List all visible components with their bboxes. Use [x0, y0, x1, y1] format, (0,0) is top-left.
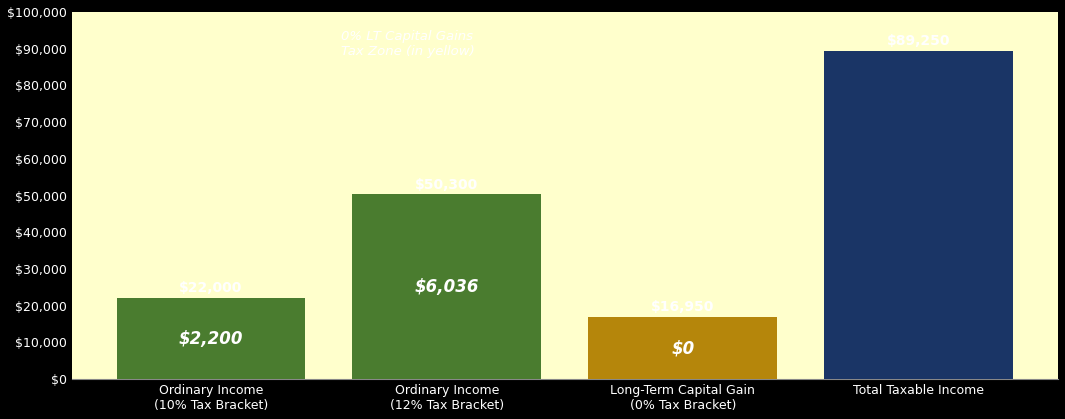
Text: $89,250: $89,250: [887, 34, 951, 49]
Bar: [353, 194, 541, 379]
Text: $50,300: $50,300: [415, 178, 478, 191]
Text: $22,000: $22,000: [179, 282, 243, 295]
Text: $2,200: $2,200: [179, 330, 243, 348]
Bar: [824, 52, 1013, 379]
Text: $6,036: $6,036: [414, 278, 479, 296]
Text: $0: $0: [671, 339, 694, 357]
Text: $16,950: $16,950: [651, 300, 715, 314]
Bar: [116, 298, 306, 379]
Bar: [589, 317, 777, 379]
Text: 0% LT Capital Gains
Tax Zone (in yellow): 0% LT Capital Gains Tax Zone (in yellow): [341, 30, 474, 58]
